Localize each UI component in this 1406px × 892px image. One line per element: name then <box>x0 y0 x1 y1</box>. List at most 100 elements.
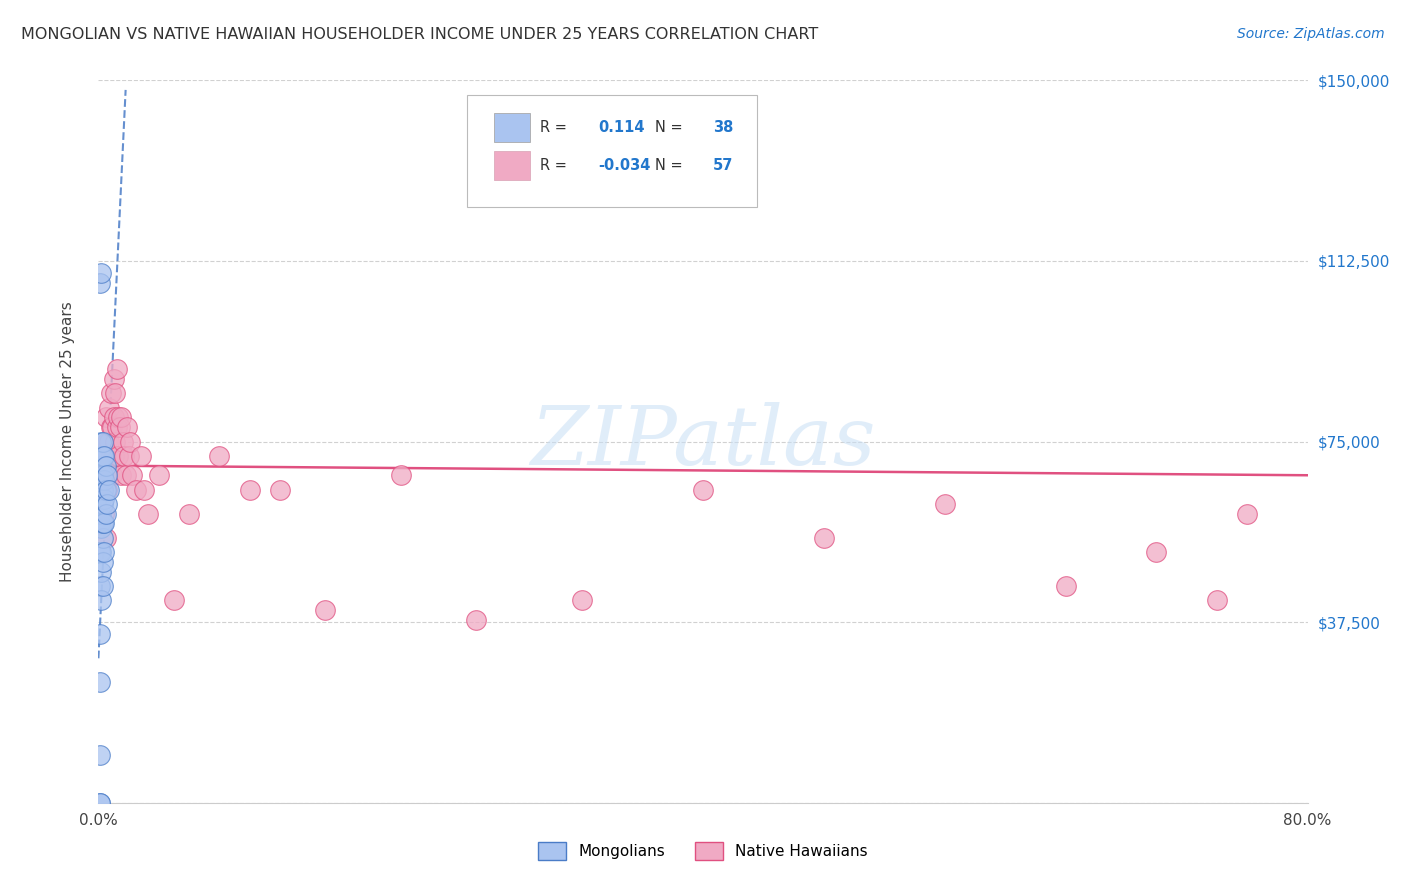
Point <box>100 386 122 401</box>
Point <box>96 497 118 511</box>
Point <box>104 386 127 401</box>
Point <box>1054 579 1077 593</box>
Point <box>103 449 125 463</box>
Point <box>96 483 118 497</box>
Text: -0.034: -0.034 <box>598 158 650 173</box>
Point <box>90 449 112 463</box>
Point <box>94 410 117 425</box>
Point <box>93 468 115 483</box>
Point <box>98 483 121 497</box>
Point <box>692 483 714 497</box>
Point <box>208 449 231 463</box>
Point <box>90 473 112 487</box>
Point <box>89 579 111 593</box>
Y-axis label: Householder Income Under 25 years: Householder Income Under 25 years <box>60 301 75 582</box>
Point <box>90 593 112 607</box>
Point <box>91 483 114 497</box>
Point <box>120 434 142 449</box>
Point <box>100 420 122 434</box>
Point <box>114 468 136 483</box>
Point <box>94 531 117 545</box>
Text: 0.114: 0.114 <box>598 120 644 135</box>
Point <box>110 468 132 483</box>
Point <box>90 545 112 559</box>
FancyBboxPatch shape <box>494 112 530 142</box>
Point <box>314 603 336 617</box>
Text: MONGOLIAN VS NATIVE HAWAIIAN HOUSEHOLDER INCOME UNDER 25 YEARS CORRELATION CHART: MONGOLIAN VS NATIVE HAWAIIAN HOUSEHOLDER… <box>21 27 818 42</box>
Point <box>91 555 114 569</box>
Point <box>98 401 121 415</box>
Point <box>94 507 117 521</box>
Point <box>105 420 128 434</box>
Point <box>91 516 114 531</box>
Point <box>89 545 111 559</box>
Point <box>101 420 124 434</box>
Point <box>103 410 125 425</box>
Point <box>89 796 111 810</box>
Text: N =: N = <box>655 120 682 135</box>
Point <box>389 468 412 483</box>
Point <box>94 449 117 463</box>
Point <box>89 796 111 810</box>
Point <box>91 449 114 463</box>
Point <box>91 579 114 593</box>
Point <box>107 410 129 425</box>
Point <box>813 531 835 545</box>
Point <box>93 492 115 507</box>
Point <box>89 747 111 762</box>
Point <box>112 449 135 463</box>
Point <box>93 473 115 487</box>
Point <box>163 593 186 607</box>
Point <box>111 434 134 449</box>
Point <box>91 497 114 511</box>
Point <box>96 434 118 449</box>
Point <box>125 483 148 497</box>
Text: 57: 57 <box>713 158 733 173</box>
Point <box>90 507 112 521</box>
Text: R =: R = <box>540 158 567 173</box>
Point <box>98 468 121 483</box>
Point <box>98 434 121 449</box>
Point <box>93 507 115 521</box>
Point <box>179 507 201 521</box>
Text: N =: N = <box>655 158 682 173</box>
Point <box>118 449 141 463</box>
Point <box>94 458 117 473</box>
Text: ZIPatlas: ZIPatlas <box>530 401 876 482</box>
Point <box>129 449 152 463</box>
Point <box>115 420 138 434</box>
Point <box>104 434 127 449</box>
Point <box>1206 593 1229 607</box>
Point <box>132 483 155 497</box>
Point <box>90 565 112 579</box>
Point <box>89 516 111 531</box>
FancyBboxPatch shape <box>494 151 530 180</box>
Point <box>1236 507 1258 521</box>
Point <box>91 434 114 449</box>
Point <box>91 449 114 463</box>
Point <box>148 468 170 483</box>
Point <box>90 521 112 535</box>
Point <box>91 468 114 483</box>
Point <box>239 483 262 497</box>
Text: R =: R = <box>540 120 567 135</box>
Point <box>90 266 112 280</box>
Point <box>90 434 112 449</box>
Point <box>93 516 115 531</box>
Point <box>103 372 125 386</box>
Point <box>571 593 593 607</box>
Point <box>465 613 488 627</box>
Point <box>89 675 111 690</box>
Point <box>91 483 114 497</box>
Point <box>91 531 114 545</box>
Point <box>94 483 117 497</box>
Point <box>89 276 111 290</box>
Point <box>107 449 129 463</box>
Point <box>100 449 122 463</box>
Point <box>110 410 132 425</box>
Point <box>121 468 143 483</box>
Point <box>136 507 159 521</box>
Point <box>108 420 131 434</box>
Point <box>105 362 128 376</box>
Text: Source: ZipAtlas.com: Source: ZipAtlas.com <box>1237 27 1385 41</box>
